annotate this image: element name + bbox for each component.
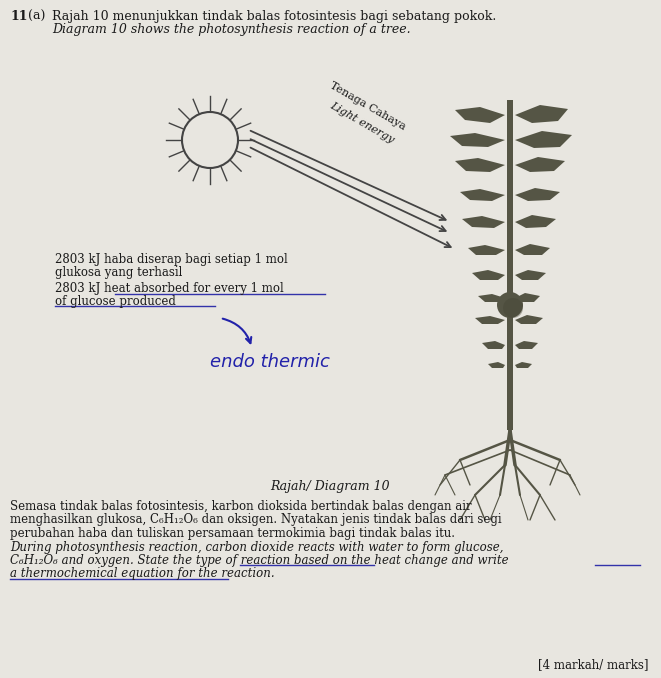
Text: 2803 kJ haba diserap bagi setiap 1 mol: 2803 kJ haba diserap bagi setiap 1 mol xyxy=(55,253,288,266)
Text: Rajah 10 menunjukkan tindak balas fotosintesis bagi sebatang pokok.: Rajah 10 menunjukkan tindak balas fotosi… xyxy=(52,10,496,23)
Polygon shape xyxy=(515,293,540,302)
Polygon shape xyxy=(515,105,568,123)
Polygon shape xyxy=(460,189,505,201)
Text: During photosynthesis reaction, carbon dioxide reacts with water to form glucose: During photosynthesis reaction, carbon d… xyxy=(10,540,504,553)
Polygon shape xyxy=(472,270,505,280)
Circle shape xyxy=(497,292,523,318)
Text: C₆H₁₂O₆ and oxygen. State the type of reaction based on the heat change and writ: C₆H₁₂O₆ and oxygen. State the type of re… xyxy=(10,554,508,567)
Text: (a): (a) xyxy=(28,10,46,23)
Polygon shape xyxy=(515,270,546,280)
Polygon shape xyxy=(455,158,505,172)
Polygon shape xyxy=(515,157,565,172)
Text: perubahan haba dan tuliskan persamaan termokimia bagi tindak balas itu.: perubahan haba dan tuliskan persamaan te… xyxy=(10,527,455,540)
Circle shape xyxy=(503,298,523,318)
Polygon shape xyxy=(478,294,505,302)
Polygon shape xyxy=(515,188,560,201)
Text: menghasilkan glukosa, C₆H₁₂O₆ dan oksigen. Nyatakan jenis tindak balas dari segi: menghasilkan glukosa, C₆H₁₂O₆ dan oksige… xyxy=(10,513,502,527)
Bar xyxy=(507,100,513,430)
Polygon shape xyxy=(462,216,505,228)
Text: Semasa tindak balas fotosintesis, karbon dioksida bertindak balas dengan air: Semasa tindak balas fotosintesis, karbon… xyxy=(10,500,472,513)
Polygon shape xyxy=(475,316,505,324)
Polygon shape xyxy=(515,315,543,324)
Polygon shape xyxy=(515,341,538,349)
Polygon shape xyxy=(455,107,505,123)
Polygon shape xyxy=(450,133,505,147)
Text: of glucose produced: of glucose produced xyxy=(55,295,176,308)
Text: 11: 11 xyxy=(10,10,28,23)
Text: Tenaga Cahaya: Tenaga Cahaya xyxy=(328,81,407,132)
Text: glukosa yang terhasil: glukosa yang terhasil xyxy=(55,266,182,279)
Polygon shape xyxy=(488,362,505,368)
Text: 2803 kJ heat absorbed for every 1 mol: 2803 kJ heat absorbed for every 1 mol xyxy=(55,282,284,295)
Text: Rajah/ Diagram 10: Rajah/ Diagram 10 xyxy=(270,480,390,493)
Text: endo thermic: endo thermic xyxy=(210,353,330,371)
Polygon shape xyxy=(515,362,532,368)
Text: Light energy: Light energy xyxy=(328,100,395,145)
Polygon shape xyxy=(468,245,505,255)
Text: a thermochemical equation for the reaction.: a thermochemical equation for the reacti… xyxy=(10,567,274,580)
Polygon shape xyxy=(482,341,505,349)
Text: [4 markah/ marks]: [4 markah/ marks] xyxy=(537,658,648,671)
Polygon shape xyxy=(515,131,572,148)
Polygon shape xyxy=(515,244,550,255)
Text: Diagram 10 shows the photosynthesis reaction of a tree.: Diagram 10 shows the photosynthesis reac… xyxy=(52,23,410,36)
Circle shape xyxy=(182,112,238,168)
Polygon shape xyxy=(515,215,556,228)
